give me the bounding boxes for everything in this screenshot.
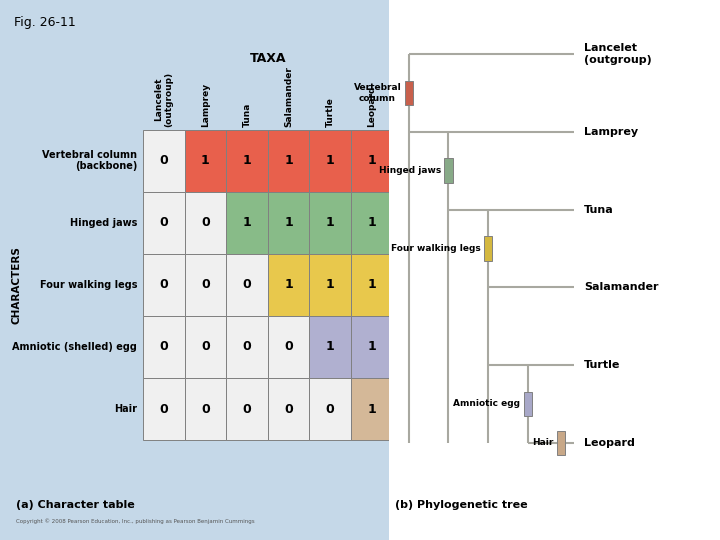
Text: 1: 1 xyxy=(325,340,334,354)
Text: CHARACTERS: CHARACTERS xyxy=(11,246,21,324)
Text: 1: 1 xyxy=(284,278,293,292)
Text: 0: 0 xyxy=(201,340,210,354)
Bar xyxy=(310,254,351,316)
Text: Lamprey: Lamprey xyxy=(201,83,210,127)
Text: 0: 0 xyxy=(160,154,168,167)
Text: TAXA: TAXA xyxy=(249,52,286,65)
Bar xyxy=(143,192,184,254)
Text: Salamander: Salamander xyxy=(284,66,293,127)
Text: 1: 1 xyxy=(243,154,251,167)
Bar xyxy=(226,254,268,316)
Text: Hair: Hair xyxy=(532,438,554,447)
Bar xyxy=(184,254,226,316)
Bar xyxy=(226,130,268,192)
Bar xyxy=(351,316,392,378)
Text: Amniotic (shelled) egg: Amniotic (shelled) egg xyxy=(12,342,137,352)
Text: Leopard: Leopard xyxy=(584,438,635,448)
Bar xyxy=(268,316,310,378)
Text: Tuna: Tuna xyxy=(584,205,614,214)
Bar xyxy=(226,316,268,378)
Bar xyxy=(226,192,268,254)
Text: 0: 0 xyxy=(201,278,210,292)
Text: 1: 1 xyxy=(325,216,334,229)
Bar xyxy=(226,378,268,440)
Text: Lancelet
(outgroup): Lancelet (outgroup) xyxy=(154,72,174,127)
Text: Tuna: Tuna xyxy=(243,103,251,127)
Text: Lancelet
(outgroup): Lancelet (outgroup) xyxy=(584,43,652,65)
Text: 0: 0 xyxy=(160,402,168,416)
Text: 1: 1 xyxy=(284,154,293,167)
Bar xyxy=(268,192,310,254)
Text: Lamprey: Lamprey xyxy=(584,127,639,137)
Text: 0: 0 xyxy=(284,402,293,416)
Text: 0: 0 xyxy=(201,216,210,229)
Bar xyxy=(405,80,413,105)
Text: 1: 1 xyxy=(243,216,251,229)
Text: 1: 1 xyxy=(367,402,376,416)
Text: 0: 0 xyxy=(160,340,168,354)
Text: Vertebral
column: Vertebral column xyxy=(354,83,401,103)
Text: 0: 0 xyxy=(243,340,251,354)
Bar xyxy=(143,378,184,440)
Bar xyxy=(523,392,532,416)
Bar xyxy=(184,316,226,378)
Text: 0: 0 xyxy=(243,278,251,292)
Bar xyxy=(184,130,226,192)
Bar xyxy=(268,254,310,316)
Bar xyxy=(310,130,351,192)
Text: 0: 0 xyxy=(243,402,251,416)
Bar xyxy=(310,192,351,254)
Bar xyxy=(351,378,392,440)
Text: Four walking legs: Four walking legs xyxy=(391,244,481,253)
Text: Amniotic egg: Amniotic egg xyxy=(454,400,521,408)
Text: Hinged jaws: Hinged jaws xyxy=(379,166,441,175)
Text: Vertebral column
(backbone): Vertebral column (backbone) xyxy=(42,150,137,172)
Text: Hinged jaws: Hinged jaws xyxy=(70,218,137,228)
Text: (b) Phylogenetic tree: (b) Phylogenetic tree xyxy=(395,500,528,510)
Bar xyxy=(351,192,392,254)
Text: 1: 1 xyxy=(325,278,334,292)
Bar xyxy=(143,130,184,192)
Text: Salamander: Salamander xyxy=(584,282,659,292)
Bar xyxy=(351,130,392,192)
Text: Turtle: Turtle xyxy=(584,360,621,370)
Text: Copyright © 2008 Pearson Education, Inc., publishing as Pearson Benjamin Cumming: Copyright © 2008 Pearson Education, Inc.… xyxy=(16,518,255,524)
Text: 1: 1 xyxy=(367,154,376,167)
Text: Turtle: Turtle xyxy=(325,97,335,127)
Bar xyxy=(184,378,226,440)
Text: 0: 0 xyxy=(325,402,334,416)
Bar xyxy=(484,236,492,260)
Text: (a) Character table: (a) Character table xyxy=(16,500,135,510)
Text: 0: 0 xyxy=(201,402,210,416)
Text: Hair: Hair xyxy=(114,404,137,414)
Text: Fig. 26-11: Fig. 26-11 xyxy=(14,16,76,29)
Bar xyxy=(143,254,184,316)
Bar xyxy=(310,378,351,440)
Text: 1: 1 xyxy=(284,216,293,229)
Text: Leopard: Leopard xyxy=(367,85,376,127)
Text: 1: 1 xyxy=(325,154,334,167)
Text: 1: 1 xyxy=(367,278,376,292)
Text: 0: 0 xyxy=(160,216,168,229)
Bar xyxy=(444,158,453,183)
Text: 1: 1 xyxy=(367,340,376,354)
Text: 1: 1 xyxy=(201,154,210,167)
Bar xyxy=(268,130,310,192)
Bar xyxy=(184,192,226,254)
Text: 0: 0 xyxy=(160,278,168,292)
Text: 1: 1 xyxy=(367,216,376,229)
Bar xyxy=(310,316,351,378)
Text: Four walking legs: Four walking legs xyxy=(40,280,137,290)
Bar xyxy=(351,254,392,316)
Bar xyxy=(143,316,184,378)
Bar xyxy=(268,378,310,440)
Bar xyxy=(557,430,565,455)
Text: 0: 0 xyxy=(284,340,293,354)
